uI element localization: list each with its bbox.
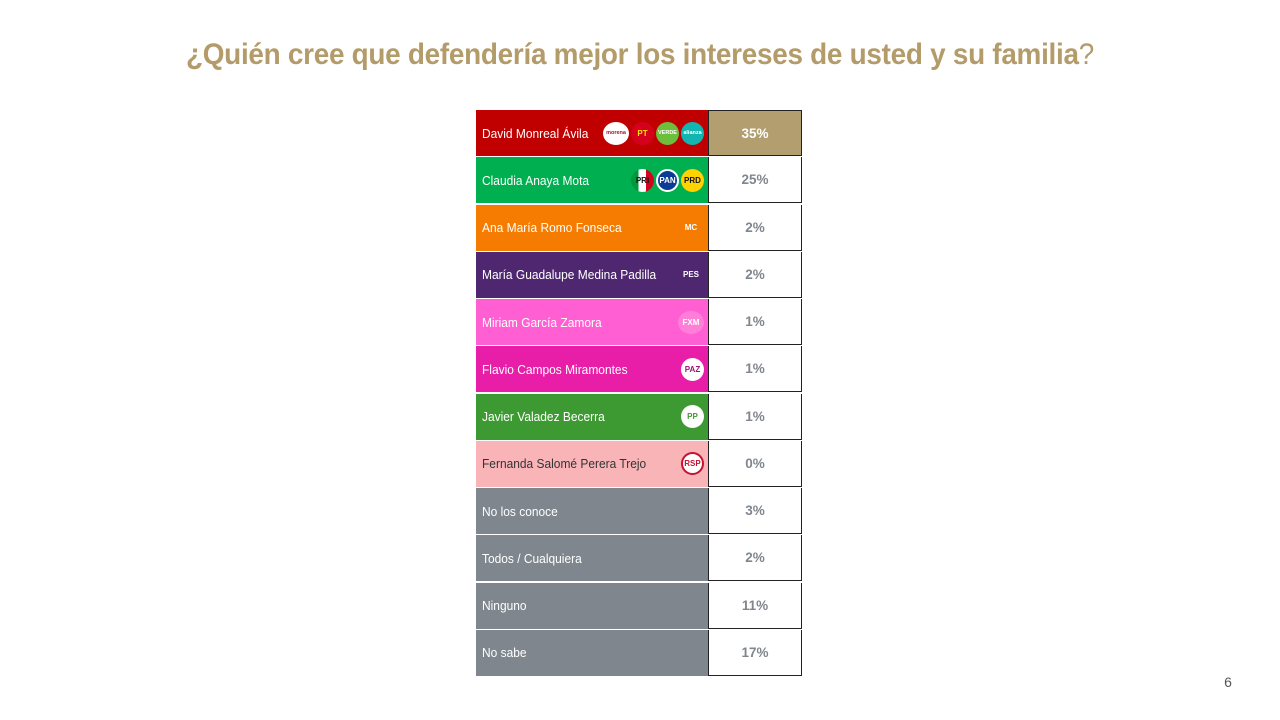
candidate-cell: Fernanda Salomé Perera Trejo RSP xyxy=(476,440,708,487)
party-logos: PES xyxy=(678,263,704,287)
chart-title: ¿Quién cree que defendería mejor los int… xyxy=(45,38,1235,72)
nueva-alianza-logo-icon: alianza xyxy=(681,121,704,145)
candidate-cell: David Monreal Ávila morena PT VERDE alianza xyxy=(476,110,708,156)
pes-logo-icon: PES xyxy=(678,263,704,287)
table-row: Javier Valadez Becerra PP 1% xyxy=(476,393,803,440)
candidate-name: Miriam García Zamora xyxy=(482,314,602,330)
candidate-name: Ana María Romo Fonseca xyxy=(482,220,622,235)
pp-logo-icon: PP xyxy=(681,405,704,428)
percentage-value: 2% xyxy=(708,251,802,298)
candidate-name: Todos / Cualquiera xyxy=(482,550,582,566)
candidate-cell: Javier Valadez Becerra PP xyxy=(476,393,708,440)
candidate-name: No los conoce xyxy=(482,503,558,519)
candidate-name: María Guadalupe Medina Padilla xyxy=(482,267,657,283)
paz-logo-icon: PAZ xyxy=(681,357,704,381)
table-row: Todos / Cualquiera 2% xyxy=(476,535,803,582)
rsp-logo-icon: RSP xyxy=(681,452,704,476)
page-number: 6 xyxy=(1224,674,1232,690)
percentage-value: 0% xyxy=(708,440,802,487)
candidate-cell: Miriam García Zamora FXM xyxy=(476,299,708,345)
party-logos: PRI PAN PRD xyxy=(631,168,704,192)
candidate-name: Javier Valadez Becerra xyxy=(482,409,605,424)
candidate-cell: Ninguno xyxy=(476,582,708,629)
percentage-value: 35% xyxy=(708,110,802,156)
movimiento-ciudadano-logo-icon: MC xyxy=(678,216,704,239)
candidate-cell: Ana María Romo Fonseca MC xyxy=(476,204,708,251)
fuerza-mexico-logo-icon: FXM xyxy=(678,310,704,334)
candidate-name: David Monreal Ávila xyxy=(482,125,589,141)
table-row: Ninguno 11% xyxy=(476,582,803,629)
percentage-value: 17% xyxy=(708,629,802,676)
candidate-cell: No sabe xyxy=(476,629,708,676)
morena-logo-icon: morena xyxy=(603,121,629,145)
table-row: No los conoce 3% xyxy=(476,488,803,534)
percentage-value: 1% xyxy=(708,346,802,393)
pt-logo-icon: PT xyxy=(631,121,654,145)
table-row: No sabe 17% xyxy=(476,629,803,676)
candidate-name: Fernanda Salomé Perera Trejo xyxy=(482,456,647,472)
candidate-name: Claudia Anaya Mota xyxy=(482,172,590,188)
table-row: Miriam García Zamora FXM 1% xyxy=(476,299,803,345)
chart-title-text: ¿Quién cree que defendería mejor los int… xyxy=(186,38,1079,71)
percentage-value: 11% xyxy=(708,582,802,629)
percentage-value: 25% xyxy=(708,157,802,204)
percentage-value: 1% xyxy=(708,299,802,345)
chart-title-question-mark: ? xyxy=(1078,38,1095,71)
candidate-cell: No los conoce xyxy=(476,488,708,534)
percentage-value: 1% xyxy=(708,393,802,440)
table-row: David Monreal Ávila morena PT VERDE alianza 3… xyxy=(476,110,803,156)
results-table: David Monreal Ávila morena PT VERDE alianza 3… xyxy=(476,110,803,676)
pan-logo-icon: PAN xyxy=(656,168,679,192)
table-row: María Guadalupe Medina Padilla PES 2% xyxy=(476,251,803,298)
candidate-name: No sabe xyxy=(482,645,527,661)
candidate-name: Flavio Campos Miramontes xyxy=(482,361,628,377)
candidate-cell: Flavio Campos Miramontes PAZ xyxy=(476,346,708,393)
party-logos: FXM xyxy=(678,310,704,334)
party-logos: PP xyxy=(681,405,704,428)
percentage-value: 2% xyxy=(708,204,802,251)
pri-logo-icon: PRI xyxy=(631,168,654,192)
party-logos: morena PT VERDE alianza xyxy=(603,121,704,145)
percentage-value: 2% xyxy=(708,535,802,582)
verde-logo-icon: VERDE xyxy=(656,121,679,145)
candidate-cell: Claudia Anaya Mota PRI PAN PRD xyxy=(476,157,708,204)
party-logos: RSP xyxy=(681,452,704,476)
candidate-cell: María Guadalupe Medina Padilla PES xyxy=(476,251,708,298)
candidate-name: Ninguno xyxy=(482,598,527,613)
table-row: Flavio Campos Miramontes PAZ 1% xyxy=(476,346,803,393)
candidate-cell: Todos / Cualquiera xyxy=(476,535,708,582)
percentage-value: 3% xyxy=(708,488,802,534)
table-row: Claudia Anaya Mota PRI PAN PRD 25% xyxy=(476,157,803,204)
party-logos: PAZ xyxy=(681,357,704,381)
table-row: Fernanda Salomé Perera Trejo RSP 0% xyxy=(476,440,803,487)
party-logos: MC xyxy=(678,216,704,239)
prd-logo-icon: PRD xyxy=(681,168,704,192)
table-row: Ana María Romo Fonseca MC 2% xyxy=(476,204,803,251)
